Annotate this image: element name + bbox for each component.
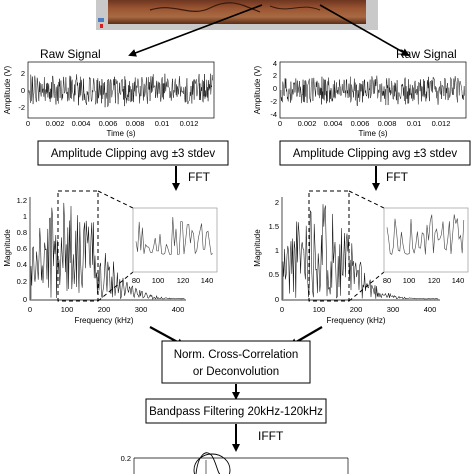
ifft-label: IFFT (258, 429, 284, 443)
right-fft-xtick: 300 (387, 305, 400, 314)
left-fft-ytick: 0 (23, 295, 27, 304)
left-fft-ytick: 0.8 (17, 228, 27, 237)
bottom-ytick: 0.2 (121, 454, 131, 463)
right-raw-ylabel: Amplitude (V) (253, 65, 262, 114)
right-raw-signal-label: Raw Signal (396, 47, 457, 61)
right-fft-ytick: 1 (275, 246, 279, 255)
right-fft-ytick: 0.5 (269, 270, 279, 279)
bandpass-box-text: Bandpass Filtering 20kHz-120kHz (149, 406, 323, 418)
left-raw-ytick: 0 (21, 86, 25, 95)
left-fft-ylabel: Magnitude (3, 229, 12, 267)
left-raw-signal-label: Raw Signal (40, 47, 101, 61)
left-raw-xtick: 0.008 (126, 119, 145, 128)
left-inset-xtick: 120 (177, 276, 190, 285)
red-marker (100, 24, 103, 28)
right-raw-ytick: 2 (273, 71, 277, 80)
left-fft-ytick: 0.4 (17, 260, 27, 269)
left-raw-signal-plot: Amplitude (V) 2 0 -2 0 0.002 0.004 0.006… (3, 62, 214, 138)
right-raw-ytick: -4 (270, 110, 277, 119)
left-raw-ytick: 2 (21, 69, 25, 78)
right-fft-label: FFT (386, 170, 409, 184)
right-raw-xtick: 0 (278, 119, 282, 128)
right-fft-xtick: 400 (424, 305, 437, 314)
xcorr-box-line1: Norm. Cross-Correlation (174, 349, 299, 361)
right-fft-ylabel: Magnitude (253, 229, 262, 267)
right-inset-xtick: 120 (428, 276, 441, 285)
left-fft-xtick: 0 (28, 305, 32, 314)
left-inset-xtick: 80 (132, 276, 140, 285)
right-inset-xtick: 100 (403, 276, 416, 285)
left-raw-xtick: 0.002 (46, 119, 65, 128)
right-fft-ytick: 0 (275, 295, 279, 304)
left-raw-xtick: 0.006 (99, 119, 118, 128)
left-inset-xtick: 140 (201, 276, 214, 285)
right-raw-xtick: 0.01 (407, 119, 422, 128)
right-raw-xlabel: Time (s) (358, 129, 387, 138)
left-raw-xtick: 0.012 (180, 119, 199, 128)
right-inset-xtick: 140 (452, 276, 465, 285)
right-raw-ytick: 4 (273, 59, 277, 68)
right-fft-ytick: 2 (275, 198, 279, 207)
right-raw-xtick: 0.004 (324, 119, 343, 128)
left-fft-label: FFT (188, 170, 211, 184)
left-raw-xtick: 0.004 (72, 119, 91, 128)
left-raw-ylabel: Amplitude (V) (3, 65, 12, 114)
left-fft-xlabel: Frequency (kHz) (74, 316, 133, 325)
right-raw-signal-plot: Amplitude (V) 4 2 0 -2 -4 0 0.002 0.004 … (253, 59, 466, 138)
right-fft-xtick: 0 (280, 305, 284, 314)
right-raw-ytick: -2 (270, 97, 277, 106)
left-fft-ytick: 0.2 (17, 277, 27, 286)
right-raw-xtick: 0.006 (351, 119, 370, 128)
left-fft-xtick: 300 (135, 305, 148, 314)
left-fft-xtick: 100 (61, 305, 74, 314)
bottom-result-plot: 0.2 (121, 453, 348, 474)
left-inset-xtick: 100 (152, 276, 165, 285)
right-fft-inset: 80 100 120 140 (383, 208, 468, 285)
left-fft-inset: 80 100 120 140 (132, 208, 217, 285)
left-raw-xtick: 0.01 (155, 119, 170, 128)
right-fft-xtick: 200 (350, 305, 363, 314)
left-fft-xtick: 400 (172, 305, 185, 314)
right-raw-xtick: 0.012 (432, 119, 451, 128)
right-raw-xtick: 0.008 (378, 119, 397, 128)
sensor-marker (98, 18, 104, 22)
right-clip-box-text: Amplitude Clipping avg ±3 stdev (293, 148, 457, 160)
xcorr-box-line2: or Deconvolution (193, 366, 279, 378)
right-inset-xtick: 80 (383, 276, 391, 285)
right-fft-xlabel: Frequency (kHz) (326, 316, 385, 325)
right-fft-ytick: 1.5 (269, 222, 279, 231)
bottom-peak-highlight (194, 454, 230, 474)
left-raw-ytick: -2 (18, 103, 25, 112)
right-fft-xtick: 100 (313, 305, 326, 314)
left-raw-xtick: 0 (26, 119, 30, 128)
left-fft-xtick: 200 (98, 305, 111, 314)
left-clip-box-text: Amplitude Clipping avg ±3 stdev (51, 148, 215, 160)
left-fft-ytick: 1 (23, 212, 27, 221)
left-fft-ytick: 0.6 (17, 244, 27, 253)
left-fft-ytick: 1.2 (17, 196, 27, 205)
right-raw-ytick: 0 (273, 84, 277, 93)
right-raw-xtick: 0.002 (298, 119, 317, 128)
bottom-peak-curve (196, 453, 220, 474)
left-raw-xlabel: Time (s) (106, 129, 135, 138)
